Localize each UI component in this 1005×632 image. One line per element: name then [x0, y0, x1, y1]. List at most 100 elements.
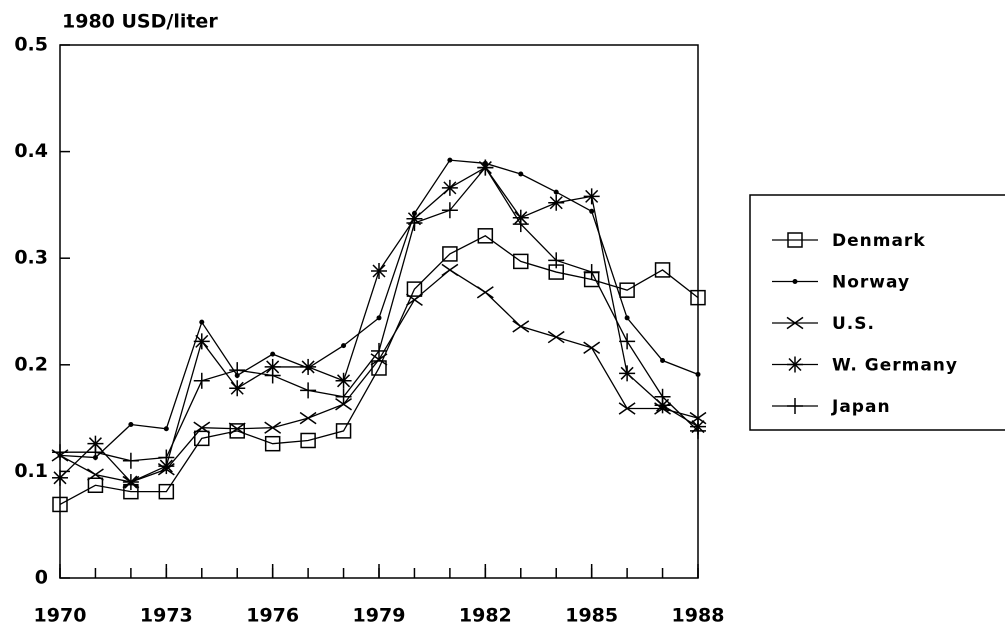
- marker-dot: [660, 358, 666, 364]
- marker: [786, 316, 804, 330]
- marker-stroke: [264, 421, 282, 434]
- marker-dot: [518, 171, 524, 177]
- marker-stroke: [585, 189, 599, 203]
- marker: [619, 282, 635, 298]
- y-tick-label: 0.1: [14, 460, 48, 482]
- marker: [300, 432, 316, 449]
- marker: [406, 215, 423, 232]
- x-tick-label: 1973: [140, 605, 193, 627]
- marker: [371, 262, 387, 279]
- marker: [690, 422, 706, 439]
- x-tick-label: 1988: [672, 605, 725, 627]
- marker: [193, 333, 210, 350]
- marker: [441, 263, 459, 277]
- marker-stroke: [299, 411, 317, 425]
- marker-stroke: [193, 421, 211, 434]
- y-tick-label: 0.2: [14, 353, 48, 375]
- marker-dot: [341, 343, 347, 349]
- marker: [341, 343, 347, 349]
- marker: [447, 157, 453, 163]
- marker: [406, 281, 423, 297]
- marker: [477, 159, 494, 176]
- marker-stroke: [124, 475, 138, 489]
- legend-label: Norway: [832, 273, 910, 293]
- marker-stroke: [512, 320, 530, 333]
- marker: [406, 293, 423, 306]
- plot-frame: [59, 44, 699, 579]
- marker-square: [264, 435, 281, 452]
- marker: [512, 216, 529, 233]
- marker-stroke: [620, 366, 634, 380]
- marker: [52, 496, 68, 513]
- marker-stroke: [583, 341, 601, 354]
- x-tick-label: 1976: [246, 605, 299, 627]
- marker-dot: [624, 315, 630, 321]
- marker-stroke: [788, 357, 802, 372]
- marker: [442, 246, 458, 262]
- marker: [513, 253, 529, 270]
- marker: [441, 202, 458, 219]
- legend-label: Denmark: [832, 231, 926, 251]
- marker: [122, 452, 139, 469]
- marker-stroke: [87, 468, 104, 481]
- marker: [371, 342, 387, 359]
- marker-stroke: [549, 196, 563, 210]
- marker: [128, 421, 134, 427]
- marker: [787, 356, 803, 373]
- marker-stroke: [301, 360, 315, 374]
- marker: [548, 194, 565, 211]
- marker: [583, 264, 600, 281]
- marker-dot: [589, 208, 595, 214]
- marker-square: [229, 423, 245, 439]
- marker-stroke: [337, 374, 351, 388]
- marker: [264, 367, 281, 384]
- marker-stroke: [476, 286, 494, 299]
- series-line: [59, 166, 699, 483]
- marker-stroke: [618, 402, 636, 415]
- marker-square: [654, 262, 671, 278]
- marker: [158, 449, 175, 466]
- marker: [299, 411, 317, 425]
- marker: [583, 341, 601, 354]
- marker: [624, 315, 630, 321]
- marker: [52, 444, 68, 461]
- x-tick-label: 1985: [565, 605, 618, 627]
- marker: [87, 444, 104, 461]
- legend-label: W. Germany: [832, 356, 958, 376]
- marker-square: [406, 281, 423, 297]
- y-tick-label: 0.4: [14, 140, 48, 162]
- marker: [52, 469, 68, 486]
- y-tick-label: 0.3: [14, 247, 48, 269]
- marker-stroke: [159, 459, 173, 473]
- marker: [441, 179, 458, 196]
- marker-square: [194, 430, 210, 447]
- marker: [376, 315, 382, 321]
- marker-square: [52, 496, 68, 513]
- y-axis-label: 1980 USD/liter: [62, 11, 218, 33]
- marker-dot: [376, 315, 382, 321]
- marker-square: [690, 289, 706, 306]
- marker: [300, 382, 317, 399]
- marker-square: [442, 246, 458, 262]
- marker: [264, 435, 281, 452]
- marker: [335, 388, 352, 405]
- marker: [229, 380, 246, 397]
- marker-dot: [553, 189, 559, 195]
- marker: [476, 286, 494, 299]
- marker: [660, 358, 666, 364]
- marker: [589, 208, 595, 214]
- series-line: [59, 269, 699, 483]
- marker-stroke: [88, 437, 102, 451]
- marker-stroke: [230, 381, 244, 395]
- marker: [619, 333, 636, 350]
- marker: [163, 426, 169, 432]
- marker-stroke: [406, 293, 423, 306]
- marker-stroke: [195, 334, 209, 348]
- marker: [270, 351, 276, 357]
- marker: [787, 232, 803, 248]
- marker: [122, 474, 139, 491]
- marker: [229, 423, 245, 439]
- marker-square: [300, 432, 316, 449]
- marker: [553, 189, 559, 195]
